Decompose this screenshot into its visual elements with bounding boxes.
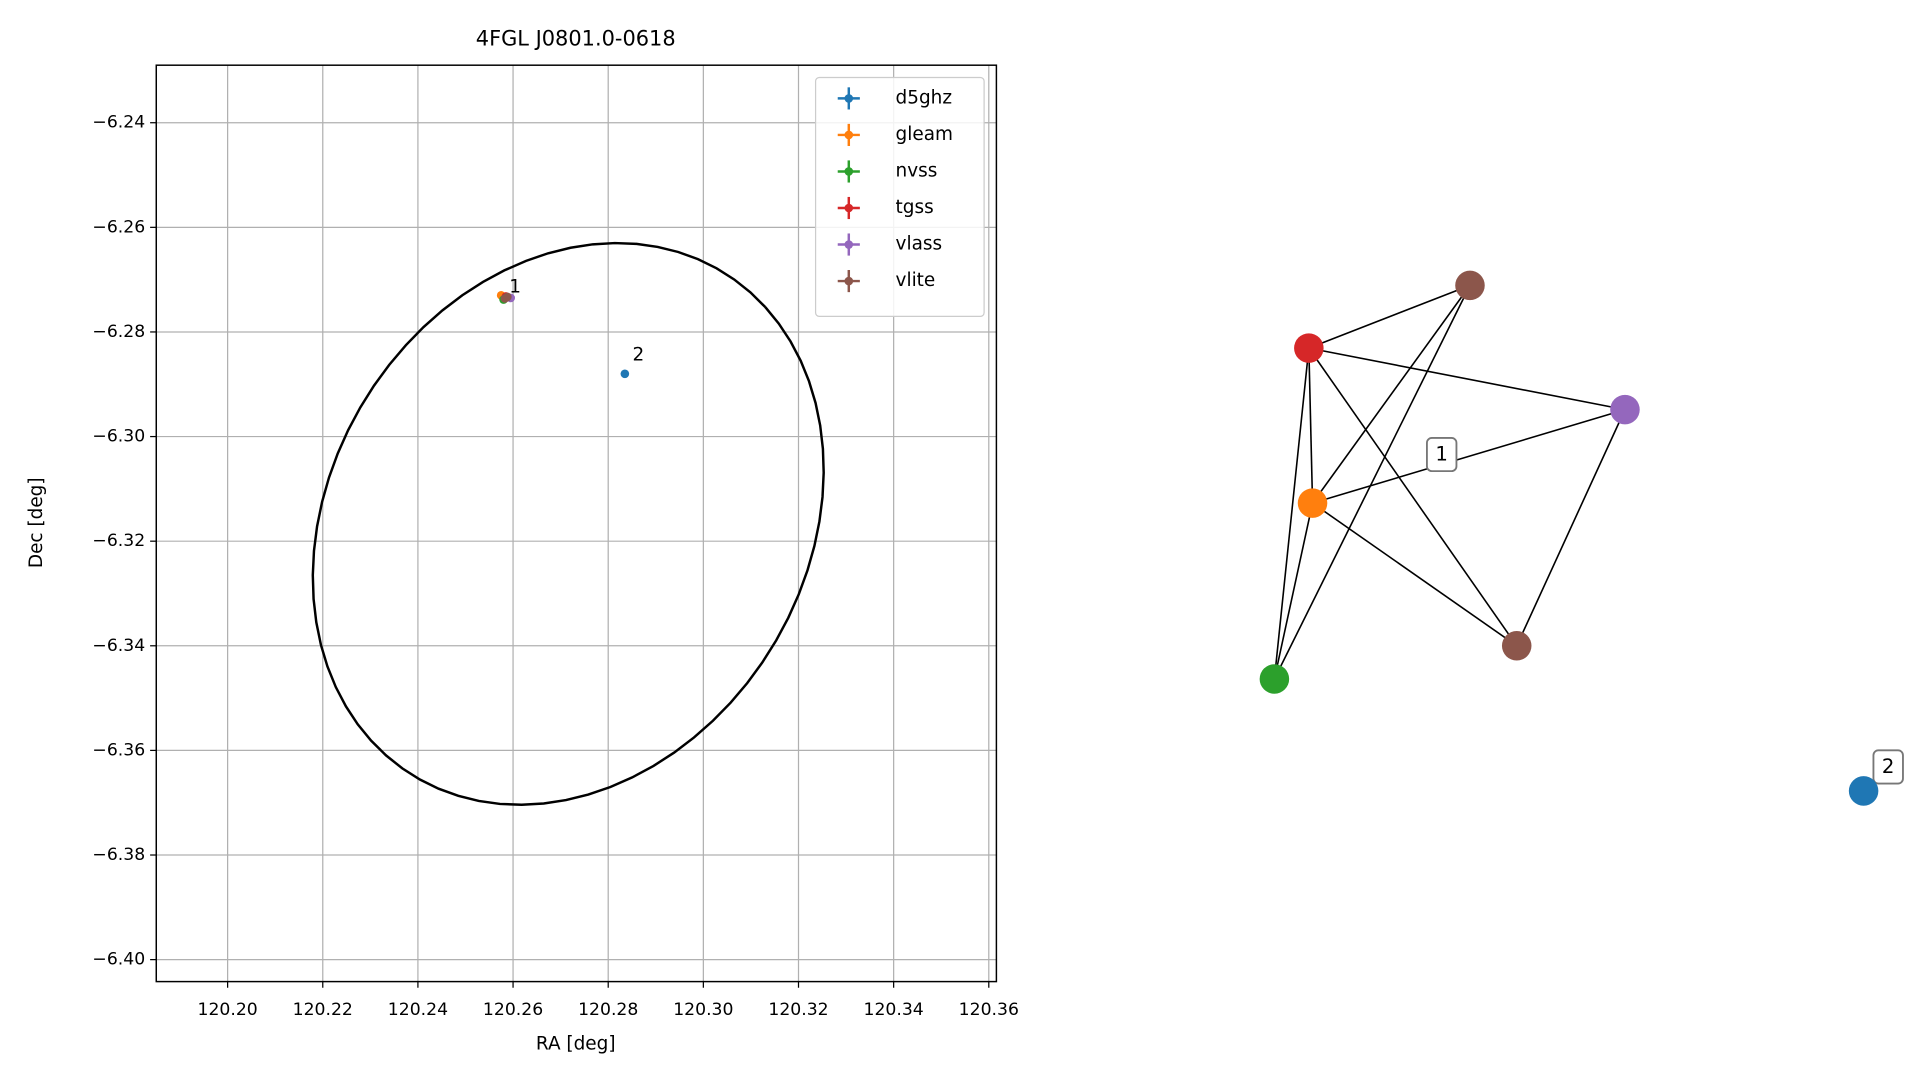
- label-box: [1872, 749, 1904, 785]
- graph-edge: [1515, 409, 1626, 647]
- graph-edge: [1308, 348, 1314, 504]
- graph-node: [1297, 488, 1328, 518]
- x-tick-label: 120.36: [959, 1000, 1019, 1020]
- graph-node: [1455, 270, 1485, 301]
- legend-label: gleam: [896, 124, 953, 145]
- y-tick-label: −6.32: [92, 531, 145, 551]
- graph-edge: [1308, 347, 1626, 411]
- y-tick-label: −6.28: [92, 322, 145, 342]
- annotation: 2: [632, 344, 644, 365]
- graph-edge: [1312, 408, 1626, 504]
- graph-edge: [1273, 348, 1310, 680]
- legend-box: [814, 76, 985, 317]
- graph-node: [1610, 394, 1640, 425]
- y-tick-label: −6.36: [92, 740, 145, 760]
- label-box: [1426, 436, 1458, 473]
- data-point: [500, 294, 510, 303]
- legend-label: d5ghz: [896, 87, 953, 108]
- plot-frame: [155, 64, 998, 983]
- legend-marker: [844, 203, 854, 213]
- legend-marker: [844, 240, 854, 249]
- x-tick-label: 120.28: [578, 1000, 638, 1020]
- y-tick-label: −6.40: [92, 950, 145, 970]
- data-point: [620, 369, 630, 379]
- legend-label: nvss: [896, 160, 938, 181]
- x-tick-label: 120.24: [388, 1000, 448, 1020]
- x-tick-label: 120.34: [864, 1000, 924, 1020]
- y-tick-label: −6.34: [92, 636, 145, 656]
- graph-node: [1294, 333, 1324, 363]
- x-axis-label: RA [deg]: [536, 1033, 616, 1054]
- legend-marker: [844, 276, 854, 286]
- y-axis-label: Dec [deg]: [26, 477, 47, 568]
- graph-edge: [1273, 502, 1314, 680]
- legend-label: tgss: [896, 197, 934, 218]
- x-tick-label: 120.32: [768, 1000, 828, 1020]
- legend-label: vlass: [896, 234, 943, 255]
- legend-label: vlite: [896, 270, 936, 291]
- graph-edge: [1308, 347, 1518, 647]
- annotation: 1: [509, 276, 521, 297]
- y-tick-label: −6.38: [92, 845, 145, 865]
- graph-node: [1259, 664, 1290, 694]
- y-tick-label: −6.30: [92, 427, 145, 447]
- graph-edge: [1312, 502, 1518, 647]
- graph-node: [1501, 631, 1532, 661]
- graph-node: [1848, 776, 1879, 806]
- x-tick-label: 120.20: [197, 1000, 257, 1020]
- legend-marker: [844, 167, 854, 176]
- y-tick-label: −6.24: [92, 113, 145, 133]
- y-tick-label: −6.26: [92, 217, 145, 237]
- legend-marker: [844, 130, 854, 140]
- graph-edge: [1311, 284, 1471, 504]
- cluster-label: 2: [1882, 755, 1895, 778]
- chart-title: 4FGL J0801.0-0618: [476, 26, 676, 50]
- cluster-label: 1: [1435, 443, 1448, 466]
- graph-edge: [1308, 284, 1471, 349]
- x-tick-label: 120.22: [293, 1000, 353, 1020]
- legend-marker: [844, 94, 854, 103]
- x-tick-label: 120.26: [483, 1000, 543, 1020]
- error-ellipse: [311, 241, 825, 807]
- graph-edge: [1273, 285, 1471, 680]
- x-tick-label: 120.30: [673, 1000, 733, 1020]
